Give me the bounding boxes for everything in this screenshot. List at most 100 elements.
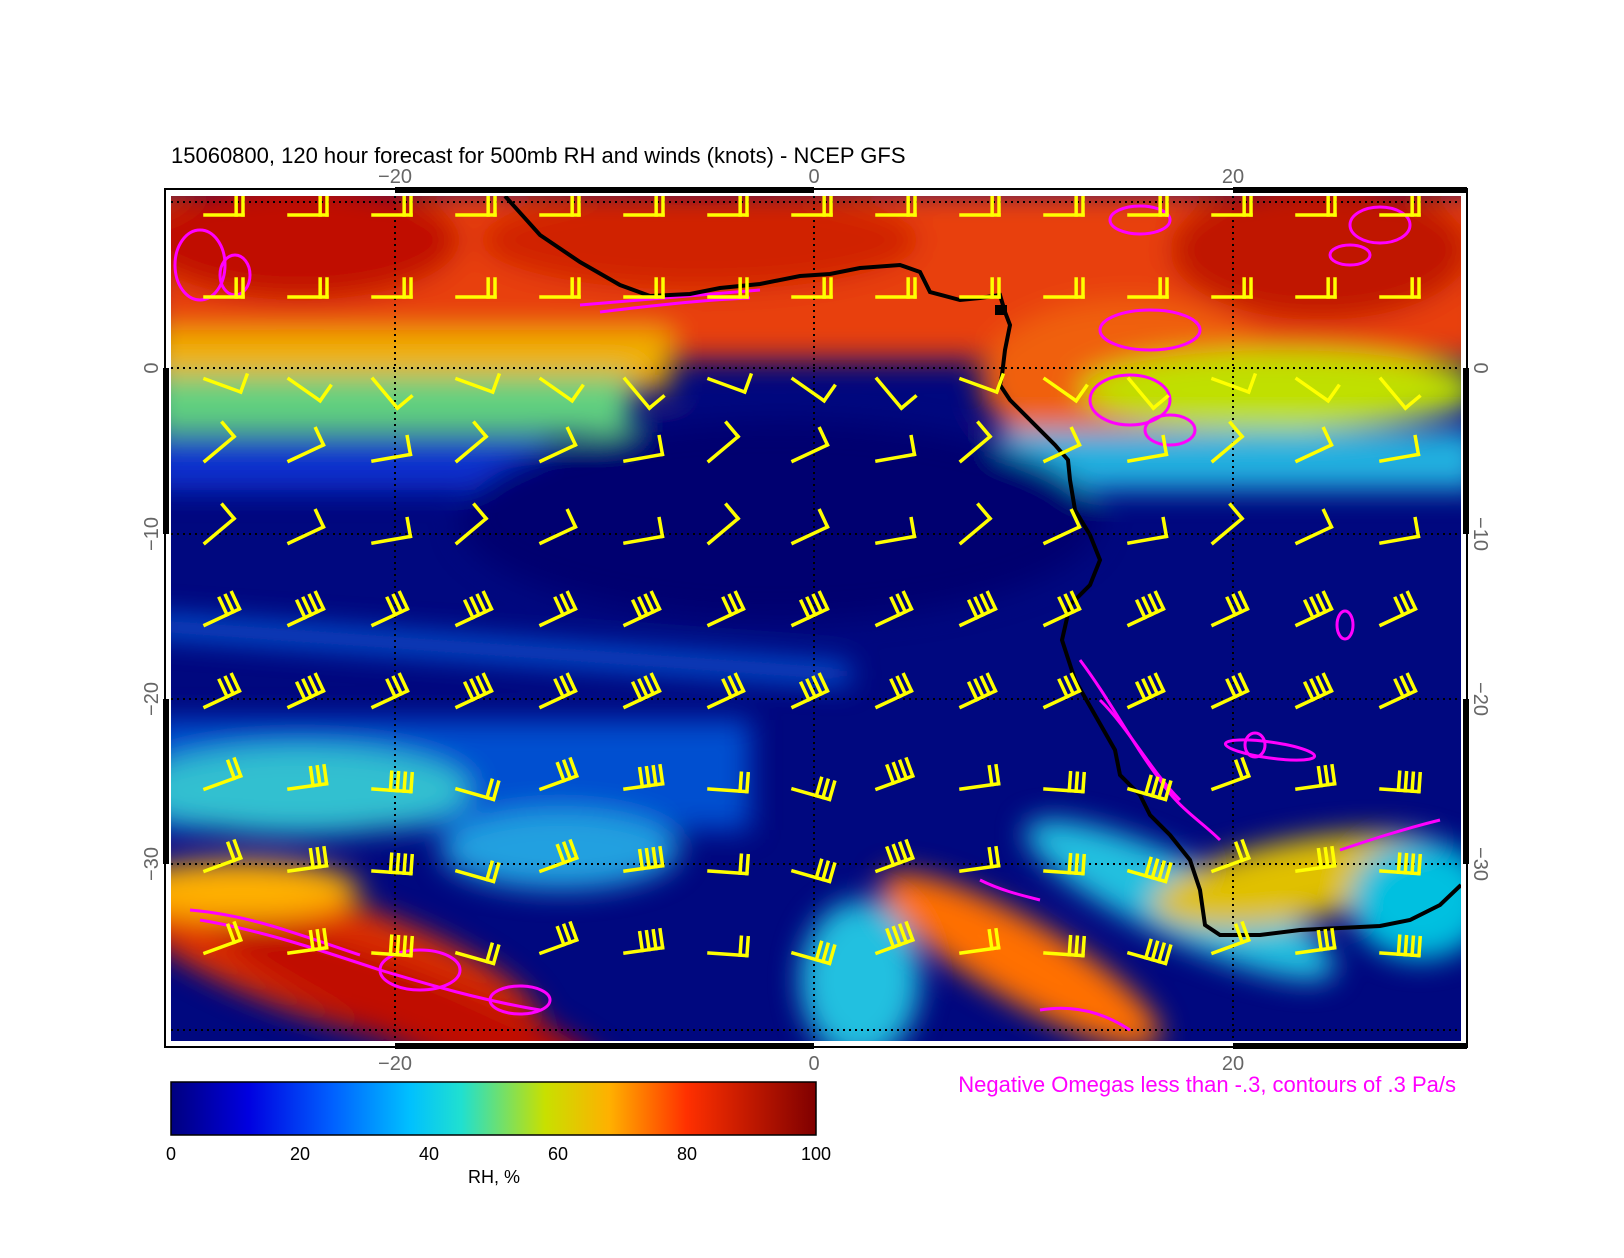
wind-barb <box>875 196 917 217</box>
colorbar-tick-0: 0 <box>166 1144 176 1164</box>
wind-barb <box>1042 590 1082 628</box>
wind-barb <box>1379 770 1423 794</box>
wind-barb <box>1378 516 1421 546</box>
wind-barb <box>622 672 662 710</box>
colorbar-tick-60: 60 <box>548 1144 568 1164</box>
wind-barb <box>539 277 581 299</box>
wind-barb <box>707 935 751 958</box>
wind-barb <box>1043 852 1087 876</box>
wind-barb <box>287 927 329 955</box>
colorbar-tick-40: 40 <box>419 1144 439 1164</box>
wind-barb <box>1295 277 1337 299</box>
lon-label-top-2: 0 <box>808 166 819 188</box>
wind-barb <box>538 426 578 464</box>
wind-barb <box>874 516 917 546</box>
wind-barb <box>538 672 578 710</box>
wind-barb <box>706 590 746 628</box>
wind-barb <box>454 942 501 966</box>
wind-barb <box>1379 852 1423 876</box>
wind-barb <box>1210 502 1245 546</box>
wind-barb <box>707 771 751 794</box>
figure-title: 15060800, 120 hour forecast for 500mb RH… <box>171 143 906 168</box>
rh-field-map <box>171 196 1461 1041</box>
wind-barb <box>1210 672 1250 710</box>
wind-barb <box>1294 376 1341 404</box>
wind-barb <box>454 372 502 395</box>
colorbar-tick-100: 100 <box>801 1144 831 1164</box>
wind-barb <box>1294 590 1334 628</box>
wind-barb <box>1043 196 1085 217</box>
wind-barb <box>790 858 837 884</box>
wind-barb <box>790 776 837 802</box>
wind-barb <box>371 196 413 217</box>
wind-barb <box>1043 277 1085 299</box>
wind-barb <box>958 502 993 546</box>
wind-barb <box>790 376 837 404</box>
bioko-island <box>995 305 1007 315</box>
wind-barb <box>454 778 501 802</box>
wind-barb <box>203 277 245 299</box>
wind-barb <box>286 426 326 464</box>
wind-barb <box>455 277 497 299</box>
wind-barb <box>1294 426 1334 464</box>
wind-barb <box>538 920 579 956</box>
wind-barb <box>707 853 751 876</box>
lat-label-right-1: 0 <box>1469 362 1491 373</box>
wind-barb <box>1042 672 1082 710</box>
wind-barb <box>1043 770 1087 794</box>
wind-barb <box>959 845 1001 873</box>
wind-barbs <box>202 196 1423 966</box>
wind-barb <box>1210 590 1250 628</box>
lat-label-left-1: 0 <box>141 362 163 373</box>
wind-barb <box>370 590 410 628</box>
wind-barb <box>371 934 415 958</box>
wind-barb <box>454 502 489 546</box>
wind-barb <box>370 516 413 546</box>
wind-barb <box>1043 934 1087 958</box>
wind-barb <box>1295 927 1337 955</box>
map-frame <box>164 188 1468 1048</box>
wind-barb <box>622 590 662 628</box>
wind-barb <box>202 920 243 956</box>
wind-barb <box>874 376 918 411</box>
wind-barb <box>202 672 242 710</box>
wind-barb <box>791 196 833 217</box>
wind-barb <box>371 277 413 299</box>
wind-barb <box>706 420 741 464</box>
wind-barb <box>202 838 243 874</box>
wind-barb <box>371 852 415 876</box>
wind-barb <box>286 376 333 404</box>
wind-barb <box>202 756 243 792</box>
wind-barb <box>1379 196 1421 217</box>
wind-barb <box>1210 920 1251 956</box>
wind-barb <box>539 196 581 217</box>
lat-label-right-2: −10 <box>1469 517 1491 551</box>
wind-barb <box>958 672 998 710</box>
wind-barb <box>1210 838 1251 874</box>
wind-barb <box>790 426 830 464</box>
wind-barb <box>454 860 501 884</box>
wind-barb <box>1210 756 1251 792</box>
wind-barb <box>706 672 746 710</box>
lon-label-top-3: 20 <box>1222 166 1244 188</box>
wind-barb <box>1295 196 1337 217</box>
wind-barb <box>202 590 242 628</box>
wind-barb <box>1042 508 1082 546</box>
wind-barb <box>202 372 250 395</box>
wind-barb <box>959 927 1001 955</box>
wind-barb <box>790 590 830 628</box>
wind-barb <box>706 502 741 546</box>
wind-barb <box>874 920 915 956</box>
wind-barb <box>370 672 410 710</box>
wind-barb <box>1126 516 1169 546</box>
wind-barb <box>454 590 494 628</box>
wind-barb <box>1126 672 1166 710</box>
lon-label-bottom-1: −20 <box>378 1053 412 1075</box>
wind-barb <box>791 277 833 299</box>
wind-barb <box>875 277 917 299</box>
wind-barb <box>874 838 915 874</box>
wind-barb <box>1126 376 1170 411</box>
wind-barb <box>1295 845 1337 873</box>
wind-barb <box>370 434 413 464</box>
wind-barb <box>1378 672 1418 710</box>
